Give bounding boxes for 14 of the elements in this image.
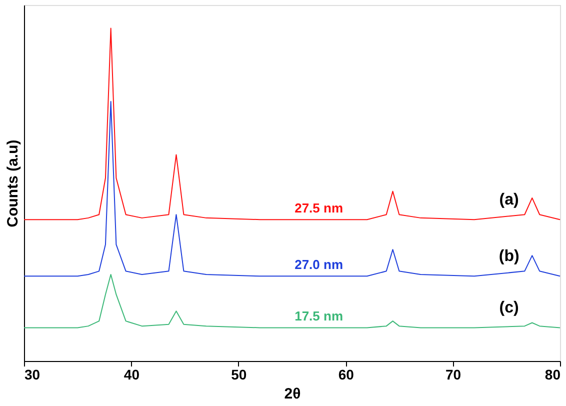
x-tick-label: 70 [446,366,462,382]
annotation: 27.0 nm [294,257,344,272]
x-tick-label: 80 [544,366,561,382]
series-label: (c) [499,300,519,317]
x-axis-title: 2θ [284,386,301,402]
x-tick-label: 50 [231,366,247,382]
x-tick-label: 40 [124,366,140,382]
x-tick-label: 30 [24,366,40,382]
series-label: (a) [499,192,519,209]
y-axis-title: Counts (a.u) [4,140,22,228]
annotation: 27.5 nm [294,200,344,216]
annotation: 17.5 nm [294,308,344,324]
series-label: (b) [498,248,520,266]
x-tick-label: 60 [338,366,354,382]
